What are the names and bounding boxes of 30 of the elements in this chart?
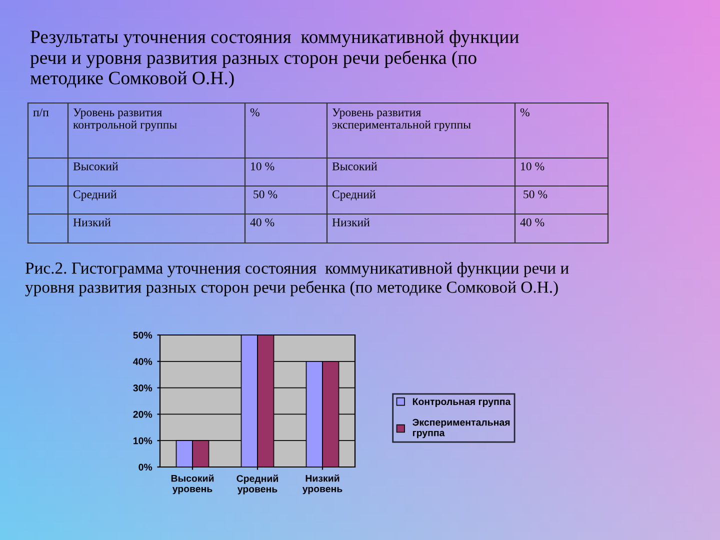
text: Уровень развития экспериментальной группы: [332, 108, 471, 132]
text: 10 %: [251, 162, 274, 170]
legend-label: Контрольная группа: [412, 398, 511, 407]
text: %: [520, 108, 530, 116]
y-tick-label: 30%: [133, 384, 152, 392]
text: 40 %: [520, 218, 544, 226]
y-tick-label: 0%: [138, 464, 152, 471]
x-tick-label: Средний уровень: [236, 474, 278, 494]
text: п/п: [33, 108, 49, 116]
chart-title: Результаты уточнения состояния коммуникативной функции речи и уровня развития разных сторон речи ребенка (по методике Сомковой О.Н.): [30, 30, 519, 88]
text: Высокий: [332, 162, 378, 170]
text: %: [250, 108, 260, 116]
text: Низкий: [73, 218, 111, 226]
text: Средний: [73, 190, 117, 201]
y-tick-label: 10%: [134, 437, 152, 444]
text: 50 %: [254, 190, 278, 198]
text: Высокий: [73, 162, 118, 170]
legend-label: Экспериментальная группа: [412, 418, 510, 438]
text: Низкий: [332, 218, 370, 226]
x-tick-label: Высокий уровень: [171, 474, 214, 494]
text: 50 %: [524, 190, 548, 198]
text: Уровень развития контрольной группы: [73, 108, 177, 132]
y-tick-label: 40%: [133, 358, 152, 366]
x-tick-label: Низкий уровень: [302, 474, 342, 494]
text: 10 %: [521, 162, 544, 170]
text: Средний: [332, 190, 376, 201]
chart-subtitle: Рис.2. Гистограмма уточнения состояния коммуникативной функции речи и уровня развития разных сторон речи ребенка (по методике Сомковой О.Н.): [25, 262, 569, 296]
y-tick-label: 20%: [133, 410, 152, 418]
y-tick-label: 50%: [133, 332, 152, 339]
text: 40 %: [250, 218, 274, 226]
